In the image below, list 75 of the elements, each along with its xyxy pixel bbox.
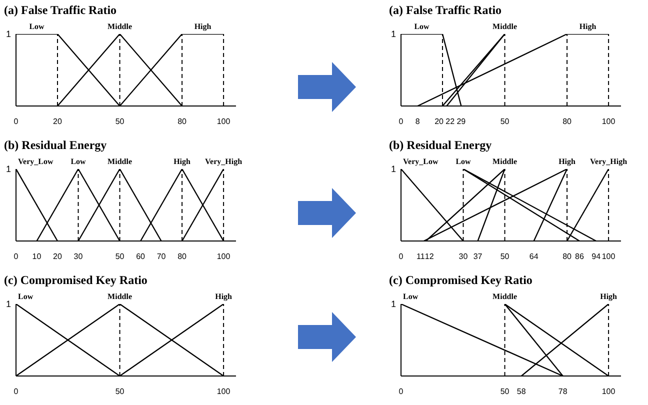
series-label: Middle (108, 157, 132, 166)
x-tick-label: 78 (558, 387, 568, 396)
x-tick-label: 100 (602, 252, 616, 261)
x-tick-label: 0 (14, 117, 19, 126)
chart-title: (c) Compromised Key Ratio (388, 272, 534, 289)
text: 1 (390, 299, 396, 310)
x-tick-label: 70 (156, 252, 166, 261)
series-label: Middle (492, 22, 518, 31)
x-tick-label: 50 (500, 252, 510, 261)
x-tick-label: 80 (178, 117, 188, 126)
chart-title: (a) False Traffic Ratio (3, 2, 118, 19)
series-label: Very_High (205, 157, 243, 166)
series-label: Low (456, 157, 472, 166)
series-label: Middle (492, 157, 518, 166)
x-tick-label: 30 (458, 252, 468, 261)
x-tick-label: 50 (115, 117, 125, 126)
x-tick-label: 12 (424, 252, 434, 261)
x-tick-label: 94 (592, 252, 602, 261)
text: 1 (390, 164, 396, 174)
x-tick-label: 22 (446, 117, 456, 126)
x-tick-label: 8 (415, 117, 420, 126)
x-tick-label: 80 (178, 252, 188, 261)
x-tick-label: 50 (500, 117, 510, 126)
x-tick-label: 11 (416, 252, 426, 261)
series-label: Very_High (590, 157, 628, 166)
series-label: High (600, 292, 618, 301)
x-tick-label: 50 (115, 387, 125, 396)
x-tick-label: 20 (53, 252, 63, 261)
series-label: High (174, 157, 192, 166)
series-label: Middle (108, 22, 132, 31)
x-tick-label: 60 (136, 252, 146, 261)
x-tick-label: 0 (398, 252, 404, 261)
series-label: Very_Low (18, 157, 54, 166)
x-tick-label: 100 (602, 387, 616, 396)
x-tick-label: 50 (115, 252, 125, 261)
series-label: High (558, 157, 576, 166)
x-tick-label: 20 (434, 117, 444, 126)
series-label: Low (414, 22, 430, 31)
x-tick-label: 100 (216, 252, 231, 261)
text: 1 (6, 164, 11, 174)
x-tick-label: 0 (14, 252, 19, 261)
x-tick-label: 0 (398, 387, 404, 396)
text: 1 (6, 299, 11, 310)
x-tick-label: 64 (529, 252, 539, 261)
series-label: Middle (492, 292, 518, 301)
x-tick-label: 80 (562, 252, 572, 261)
series-label: High (579, 22, 597, 31)
x-tick-label: 0 (398, 117, 404, 126)
x-tick-label: 30 (74, 252, 84, 261)
text: 1 (6, 29, 11, 40)
series-label: High (215, 292, 233, 301)
x-tick-label: 50 (500, 387, 510, 396)
x-tick-label: 37 (473, 252, 483, 261)
chart-title: (b) Residual Energy (388, 137, 493, 154)
series-label: Low (18, 292, 34, 301)
chart-title: (c) Compromised Key Ratio (3, 272, 148, 289)
chart-title: (b) Residual Energy (3, 137, 108, 154)
x-tick-label: 58 (516, 387, 526, 396)
series-label: Middle (108, 292, 132, 301)
x-tick-label: 80 (562, 117, 572, 126)
series-label: High (194, 22, 212, 31)
series-label: Very_Low (403, 157, 438, 166)
text: 1 (390, 29, 396, 40)
chart-title: (a) False Traffic Ratio (388, 2, 503, 19)
x-tick-label: 100 (216, 387, 231, 396)
series-label: Low (70, 157, 86, 166)
series-label: Low (403, 292, 418, 301)
x-tick-label: 29 (456, 117, 466, 126)
x-tick-label: 20 (53, 117, 63, 126)
x-tick-label: 100 (216, 117, 231, 126)
x-tick-label: 86 (575, 252, 584, 261)
x-tick-label: 10 (32, 252, 42, 261)
series-label: Low (29, 22, 45, 31)
x-tick-label: 100 (602, 117, 616, 126)
x-tick-label: 0 (14, 387, 19, 396)
